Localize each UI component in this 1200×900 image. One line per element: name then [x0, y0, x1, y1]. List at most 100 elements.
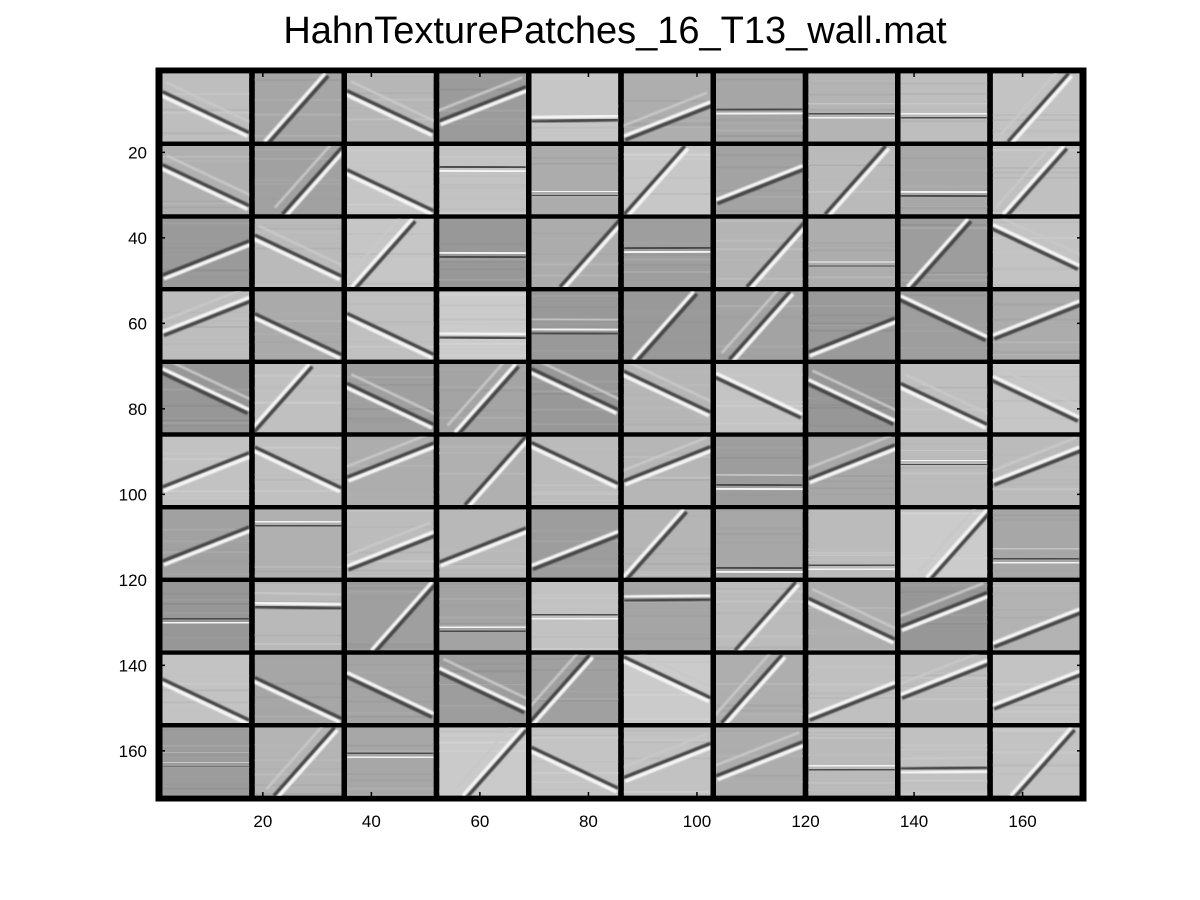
- patch-cell: [531, 436, 619, 506]
- patch-cell: [992, 73, 1080, 142]
- patch-cell: [992, 145, 1080, 215]
- patch-cell: [254, 218, 342, 288]
- patch-cell: [623, 363, 711, 433]
- patch-cell: [254, 291, 342, 360]
- patch-cell: [900, 581, 988, 651]
- patch-cell: [992, 509, 1080, 578]
- patch-cell: [531, 654, 619, 724]
- patch-cell: [715, 581, 803, 651]
- patch-cell: [808, 291, 896, 360]
- patch-cell: [531, 363, 619, 433]
- patch-cell: [715, 363, 803, 433]
- patch-cell: [162, 727, 250, 796]
- patch-cell: [808, 145, 896, 215]
- y-axis: 20 40 60 80 100 120 140 160: [119, 143, 1085, 761]
- patch-cell: [254, 436, 342, 506]
- patch-cell: [623, 509, 711, 578]
- patch-cell: [808, 727, 896, 796]
- patch-cell: [162, 509, 250, 578]
- patch-cell: [439, 218, 527, 288]
- patch-cell: [254, 509, 342, 578]
- patch-cell: [254, 727, 342, 796]
- patch-cell: [715, 291, 803, 360]
- patch-cell: [900, 291, 988, 360]
- x-tick-label: 100: [683, 812, 711, 831]
- patch-cell: [808, 509, 896, 578]
- x-tick-label: 40: [362, 812, 381, 831]
- patch-cell: [623, 654, 711, 724]
- patch-cell: [715, 218, 803, 288]
- patch-cell: [808, 363, 896, 433]
- patch-cell: [900, 145, 988, 215]
- patch-cell: [992, 218, 1080, 288]
- patch-cell: [715, 509, 803, 578]
- x-axis: 20 40 60 80 100 120 140 160: [253, 69, 1037, 831]
- patch-cell: [715, 73, 803, 142]
- y-tick-label: 100: [119, 485, 147, 504]
- x-tick-label: 120: [791, 812, 819, 831]
- patch-cell: [623, 218, 711, 288]
- patch-cell: [808, 581, 896, 651]
- patch-cell: [254, 363, 342, 433]
- patch-cell: [715, 727, 803, 796]
- patch-cell: [531, 291, 619, 360]
- y-tick-label: 40: [128, 229, 147, 248]
- x-tick-label: 60: [470, 812, 489, 831]
- y-tick-label: 20: [128, 143, 147, 162]
- patch-cell: [808, 654, 896, 724]
- patch-cell: [346, 291, 434, 360]
- axes-frame: [155, 67, 1087, 802]
- patch-cell: [992, 581, 1080, 651]
- x-tick-label: 160: [1008, 812, 1036, 831]
- patch-cell: [439, 581, 527, 651]
- y-tick-label: 140: [119, 656, 147, 675]
- patch-cell: [439, 436, 527, 506]
- patch-cell: [439, 363, 527, 433]
- patch-cell: [254, 73, 342, 142]
- patch-cell: [346, 509, 434, 578]
- patch-cell: [992, 654, 1080, 724]
- figure-title: HahnTexturePatches_16_T13_wall.mat: [283, 10, 947, 52]
- patch-cell: [900, 436, 988, 506]
- patch-cell: [439, 145, 527, 215]
- patch-cell: [162, 581, 250, 651]
- patch-cell: [346, 436, 434, 506]
- patch-cell: [715, 436, 803, 506]
- patch-cell: [439, 727, 527, 796]
- patch-cell: [439, 73, 527, 142]
- patch-cell: [900, 654, 988, 724]
- patch-cell: [623, 727, 711, 796]
- patch-cell: [531, 727, 619, 796]
- y-tick-label: 80: [128, 400, 147, 419]
- patch-cell: [715, 145, 803, 215]
- patch-cell: [346, 73, 434, 142]
- patch-cell: [623, 73, 711, 142]
- patch-cell: [531, 218, 619, 288]
- x-tick-label: 140: [900, 812, 928, 831]
- patch-cell: [162, 363, 250, 433]
- patch-cell: [162, 654, 250, 724]
- patch-cell: [623, 581, 711, 651]
- patch-grid: [157, 69, 1085, 800]
- patch-cell: [162, 73, 250, 142]
- y-tick-label: 120: [119, 571, 147, 590]
- patch-cell: [346, 363, 434, 433]
- patch-cell: [808, 73, 896, 142]
- patch-cell: [162, 291, 250, 360]
- patch-cell: [254, 145, 342, 215]
- patch-cell: [715, 654, 803, 724]
- patch-cell: [531, 581, 619, 651]
- patch-cell: [439, 291, 527, 360]
- patch-cell: [808, 218, 896, 288]
- patch-cell: [439, 509, 527, 578]
- patch-cell: [900, 218, 988, 288]
- patch-cell: [346, 581, 434, 651]
- patch-cell: [623, 145, 711, 215]
- x-tick-label: 80: [579, 812, 598, 831]
- patch-cell: [992, 436, 1080, 506]
- patch-cell: [162, 145, 250, 215]
- patch-cell: [992, 363, 1080, 433]
- y-tick-label: 60: [128, 314, 147, 333]
- patch-cell: [900, 509, 988, 578]
- patch-cell: [346, 218, 434, 288]
